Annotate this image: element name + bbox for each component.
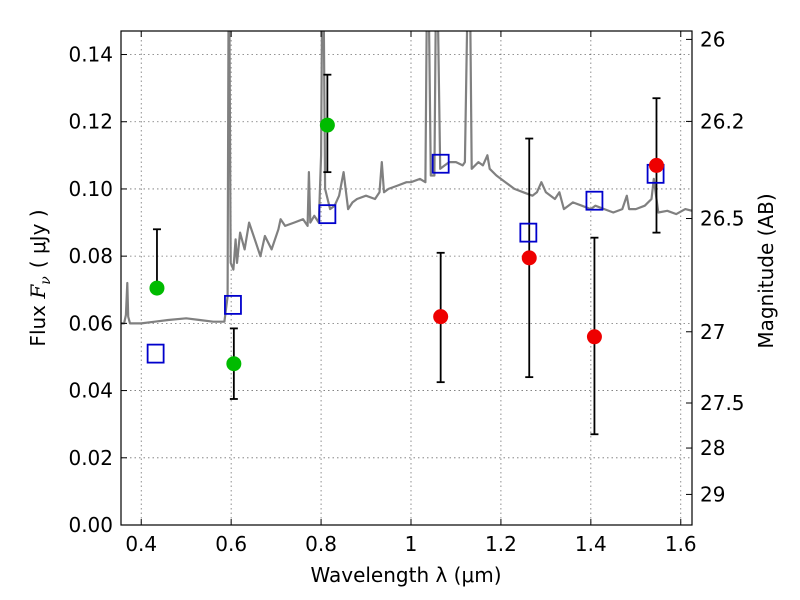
x-tick-label: 1.4 [575,532,607,556]
y2-tick-label: 27 [700,320,725,344]
y-tick-label: 0.06 [68,311,113,335]
red-data-point [648,157,664,173]
green-data-point [149,280,165,296]
y-tick-label: 0.08 [68,244,113,268]
model-photometry-square [585,190,604,211]
y-axis-label-symbol: F [26,284,50,300]
model-photometry-square [519,222,538,243]
y-tick-label: 0.02 [68,446,113,470]
model-photometry-square [431,153,450,174]
red-data-point [521,250,537,266]
y2-axis-label: Magnitude (AB) [754,193,778,348]
green-data-point [319,117,335,133]
y-tick-label: 0.00 [68,513,113,537]
plot-area [121,31,692,436]
model-photometry-square [318,204,337,225]
model-spectrum-line [121,31,692,325]
y-axis-label-prefix: Flux [26,299,50,347]
x-tick-label: 1 [405,532,418,556]
tick-labels: 0.4 0.6 0.8 1 1.2 1.4 1.6 0.00 0.02 0.04 0.06 0.08 0… [68,27,744,556]
y-axis-label-unit: ( μJy ) [26,209,50,268]
x-tick-label: 1.6 [665,532,697,556]
y2-tick-label: 26 [700,27,725,51]
plot-frame [120,30,693,526]
y2-tick-label: 29 [700,482,725,506]
axis-ticks [121,31,692,526]
y-axis-label-subscript: ν [38,276,54,285]
model-photometry-square [146,343,165,364]
x-axis-label: Wavelength λ (μm) [310,563,501,587]
y-tick-label: 0.14 [68,43,113,67]
red-data-point [586,329,602,345]
x-tick-label: 0.8 [305,532,337,556]
y-axis-label: Flux Fν ( μJy ) [26,209,54,346]
red-data-point [433,309,449,325]
y-tick-label: 0.12 [68,110,113,134]
x-tick-label: 0.6 [215,532,247,556]
y2-tick-label: 27.5 [700,391,745,415]
y2-tick-label: 26.2 [700,109,745,133]
y-tick-label: 0.10 [68,177,113,201]
model-photometry-square [224,294,242,315]
grid [121,31,692,526]
y2-tick-label: 26.5 [700,207,745,231]
x-tick-label: 0.4 [125,532,157,556]
green-data-point [226,356,242,372]
y-tick-label: 0.04 [68,379,113,403]
x-tick-label: 1.2 [485,532,517,556]
y2-tick-label: 28 [700,436,725,460]
